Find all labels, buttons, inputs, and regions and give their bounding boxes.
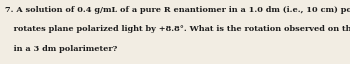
Text: rotates plane polarized light by +8.8°. What is the rotation observed on this so: rotates plane polarized light by +8.8°. … xyxy=(5,25,350,33)
Text: in a 3 dm polarimeter?: in a 3 dm polarimeter? xyxy=(5,45,117,53)
Text: 7. A solution of 0.4 g/mL of a pure R enantiomer in a 1.0 dm (i.e., 10 cm) polar: 7. A solution of 0.4 g/mL of a pure R en… xyxy=(5,6,350,14)
